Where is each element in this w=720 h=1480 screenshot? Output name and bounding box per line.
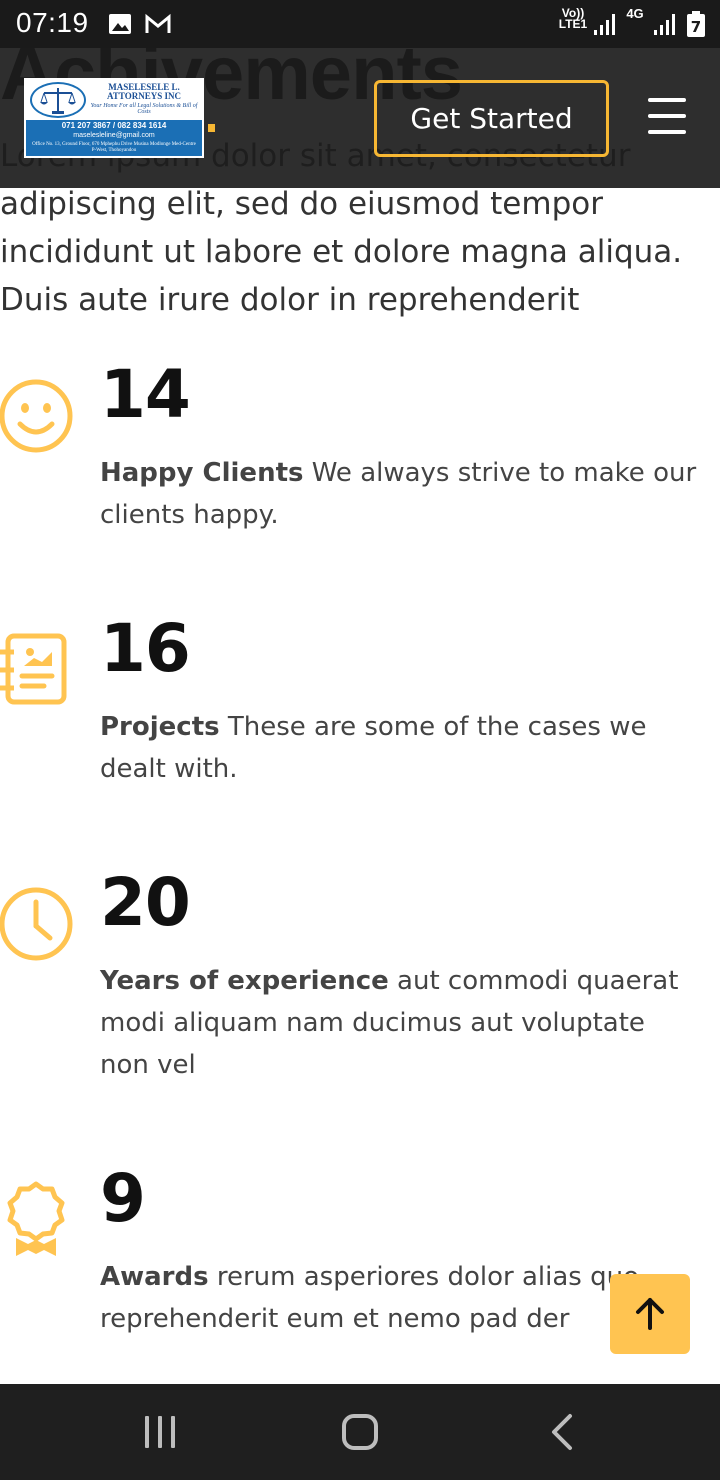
gallery-icon bbox=[109, 14, 131, 34]
count-text: rerum asperiores dolor alias quo reprehe… bbox=[100, 1262, 639, 1334]
status-bar: 07:19 Vo)) LTE1 4G 7 bbox=[0, 0, 720, 48]
signal-icon bbox=[594, 14, 615, 35]
network-type: 4G bbox=[626, 6, 644, 21]
emoji-smile-icon bbox=[0, 379, 73, 453]
count-text: We always strive to make our clients hap… bbox=[100, 458, 697, 530]
count-description: Awards rerum asperiores dolor alias quo … bbox=[100, 1256, 700, 1340]
count-description: Projects These are some of the cases we … bbox=[100, 706, 700, 790]
battery-level: 7 bbox=[691, 18, 701, 36]
count-title: Awards bbox=[100, 1262, 209, 1292]
count-description: Years of experience aut commodi quaerat … bbox=[100, 960, 700, 1086]
logo-address: Office No. 13, Ground Floor, 670 Mphephu… bbox=[32, 142, 196, 153]
home-icon[interactable] bbox=[340, 1412, 380, 1452]
count-title: Projects bbox=[100, 712, 220, 742]
logo-firm-name: MASELESELE L. ATTORNEYS INC bbox=[107, 82, 181, 101]
count-number: 14 bbox=[100, 356, 191, 433]
signal-icon-2 bbox=[654, 14, 675, 35]
count-text: These are some of the cases we dealt wit… bbox=[100, 712, 647, 784]
logo-email: maselesleline@gmail.com bbox=[73, 132, 155, 139]
count-text: aut commodi quaerat modi aliquam nam duc… bbox=[100, 966, 679, 1080]
count-description: Happy Clients We always strive to make o… bbox=[100, 452, 700, 536]
gmail-icon bbox=[145, 13, 171, 33]
count-number: 9 bbox=[100, 1160, 146, 1237]
hamburger-menu-icon[interactable] bbox=[646, 96, 690, 136]
get-started-button[interactable]: Get Started bbox=[374, 80, 609, 157]
battery-icon: 7 bbox=[687, 11, 705, 37]
status-time: 07:19 bbox=[16, 7, 89, 38]
scales-of-justice-icon bbox=[30, 82, 86, 118]
back-icon[interactable] bbox=[542, 1412, 582, 1452]
clock-icon bbox=[0, 887, 73, 961]
count-title: Years of experience bbox=[100, 966, 389, 996]
back-to-top-button[interactable] bbox=[610, 1274, 690, 1354]
site-logo[interactable]: MASELESELE L. ATTORNEYS INC Your Home Fo… bbox=[24, 78, 204, 158]
journal-richtext-icon bbox=[0, 633, 67, 705]
site-header: MASELESELE L. ATTORNEYS INC Your Home Fo… bbox=[0, 48, 720, 188]
award-icon bbox=[7, 1181, 65, 1256]
arrow-up-icon bbox=[636, 1298, 664, 1330]
logo-accent-dot bbox=[208, 124, 215, 132]
count-number: 20 bbox=[100, 864, 191, 941]
section-intro: Lorem ipsum dolor sit amet, consectetur … bbox=[0, 138, 683, 318]
logo-phone: 071 207 3867 / 082 834 1614 bbox=[61, 121, 167, 130]
count-title: Happy Clients bbox=[100, 458, 304, 488]
logo-tagline: Your Home For all Legal Solutions & Bill… bbox=[90, 103, 198, 115]
recent-apps-icon[interactable] bbox=[140, 1412, 180, 1452]
system-nav-bar bbox=[0, 1384, 720, 1480]
count-number: 16 bbox=[100, 610, 191, 687]
volte-indicator: Vo)) LTE1 bbox=[558, 6, 588, 31]
